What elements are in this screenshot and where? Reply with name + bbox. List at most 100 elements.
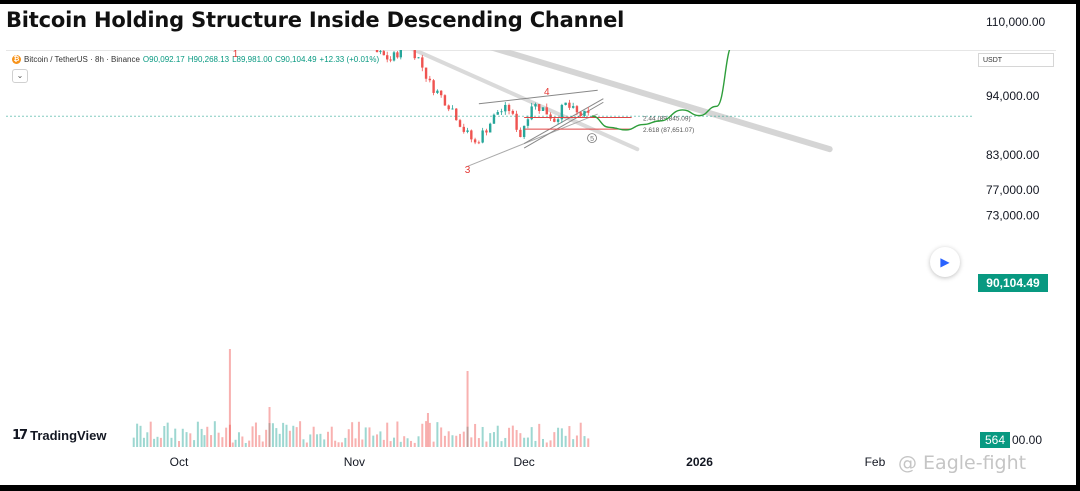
volume-bar: [234, 439, 237, 447]
wave-label: 1: [233, 49, 239, 60]
volume-bar: [217, 432, 220, 447]
volume-bar: [425, 421, 428, 447]
candle-body: [234, 10, 236, 15]
x-tick-label: Oct: [170, 455, 189, 469]
chevron-down-icon[interactable]: ⌄: [12, 69, 28, 83]
candle-body: [354, 21, 356, 24]
candle-body: [348, 20, 350, 21]
volume-bar: [575, 435, 578, 447]
candle-body: [382, 51, 386, 56]
candle-body: [316, 8, 318, 12]
volume-bar: [228, 424, 231, 447]
volume-bar: [334, 440, 337, 447]
volume-bar: [181, 428, 184, 447]
volume-bar: [265, 429, 268, 447]
volume-bar: [282, 422, 285, 447]
volume-bar: [258, 435, 261, 447]
candle-body: [289, 18, 291, 19]
candle-body: [136, 10, 138, 11]
candle-body: [564, 102, 567, 105]
volume-bar: [549, 440, 552, 447]
candle-body: [399, 50, 402, 58]
candle-body: [245, 5, 247, 13]
candle-body: [538, 104, 541, 111]
candle-body: [312, 6, 314, 12]
volume-bar: [347, 429, 350, 447]
annotation-layer: 2.44 (89,845.09)2.618 (87,651.07)B12345: [6, 49, 974, 176]
volume-bar: [564, 435, 567, 447]
volume-bar: [481, 426, 484, 447]
wedge-line-inner-b: [523, 101, 604, 149]
candle-body: [358, 25, 360, 35]
volume-bar: [200, 428, 203, 447]
play-icon[interactable]: ▶: [930, 247, 960, 277]
candle-body: [504, 104, 507, 112]
volume-bar: [159, 437, 162, 447]
tradingview-logo[interactable]: 17 TradingView: [12, 428, 106, 443]
volume-bar: [364, 427, 367, 447]
candle-body: [156, 5, 158, 9]
volume-bar: [326, 431, 329, 447]
volume-bar: [557, 427, 560, 447]
candle-body: [238, 10, 240, 11]
candle-layer: [136, 5, 590, 145]
volume-bar: [319, 433, 322, 447]
volume-bar: [221, 437, 224, 447]
candle-body: [436, 90, 439, 93]
x-tick-label: Feb: [865, 455, 886, 469]
candle-body: [507, 104, 511, 111]
ohlc-low: L89,981.00: [232, 55, 273, 64]
volume-bar: [406, 438, 409, 447]
candle-body: [153, 8, 155, 9]
candle-body: [299, 18, 301, 23]
candle-body: [583, 110, 586, 116]
currency-selector[interactable]: USDT: [978, 53, 1054, 67]
volume-bar: [292, 425, 295, 447]
page-title: Bitcoin Holding Structure Inside Descend…: [6, 8, 625, 32]
candle-body: [413, 50, 416, 59]
candle-body: [351, 20, 353, 21]
volume-bar: [149, 421, 152, 447]
candle-body: [492, 114, 496, 124]
symbol-legend[interactable]: ₿ Bitcoin / TetherUS · 8h · Binance O90,…: [12, 55, 379, 64]
volume-bar: [500, 441, 503, 447]
volume-bar: [213, 421, 216, 447]
candle-body: [406, 45, 408, 46]
volume-bar: [146, 432, 149, 447]
candle-body: [587, 110, 590, 113]
volume-bar: [376, 434, 379, 447]
volume-bar: [523, 437, 526, 447]
candle-body: [571, 106, 575, 108]
volume-bar: [241, 436, 244, 447]
volume-bar: [538, 423, 541, 447]
wedge-line-upper: [478, 89, 598, 105]
volume-bar: [462, 431, 465, 447]
volume-bar: [361, 439, 364, 447]
candle-body: [560, 104, 564, 120]
candle-body: [139, 7, 141, 10]
candle-body: [421, 57, 424, 68]
volume-bar: [508, 427, 511, 447]
volume-bar: [237, 432, 240, 447]
volume-bar: [421, 423, 424, 447]
candle-body: [545, 107, 548, 115]
volume-bar: [440, 427, 443, 447]
volume-bar: [278, 433, 281, 447]
candle-body: [268, 29, 270, 34]
volume-bar: [496, 425, 499, 447]
volume-bar: [295, 427, 298, 447]
candle-body: [575, 106, 579, 113]
candle-body: [403, 46, 405, 47]
tradingview-brand: TradingView: [30, 428, 107, 443]
current-price-badge: 90,104.49: [978, 274, 1048, 292]
volume-bar: [409, 440, 412, 447]
volume-bar: [426, 413, 429, 447]
candle-body: [428, 78, 432, 81]
volume-bar: [587, 438, 590, 447]
candle-body: [549, 114, 552, 119]
candle-body: [556, 119, 560, 122]
volume-bar: [132, 437, 135, 447]
wave-label-circle: [587, 133, 597, 143]
candle-body: [306, 14, 308, 16]
